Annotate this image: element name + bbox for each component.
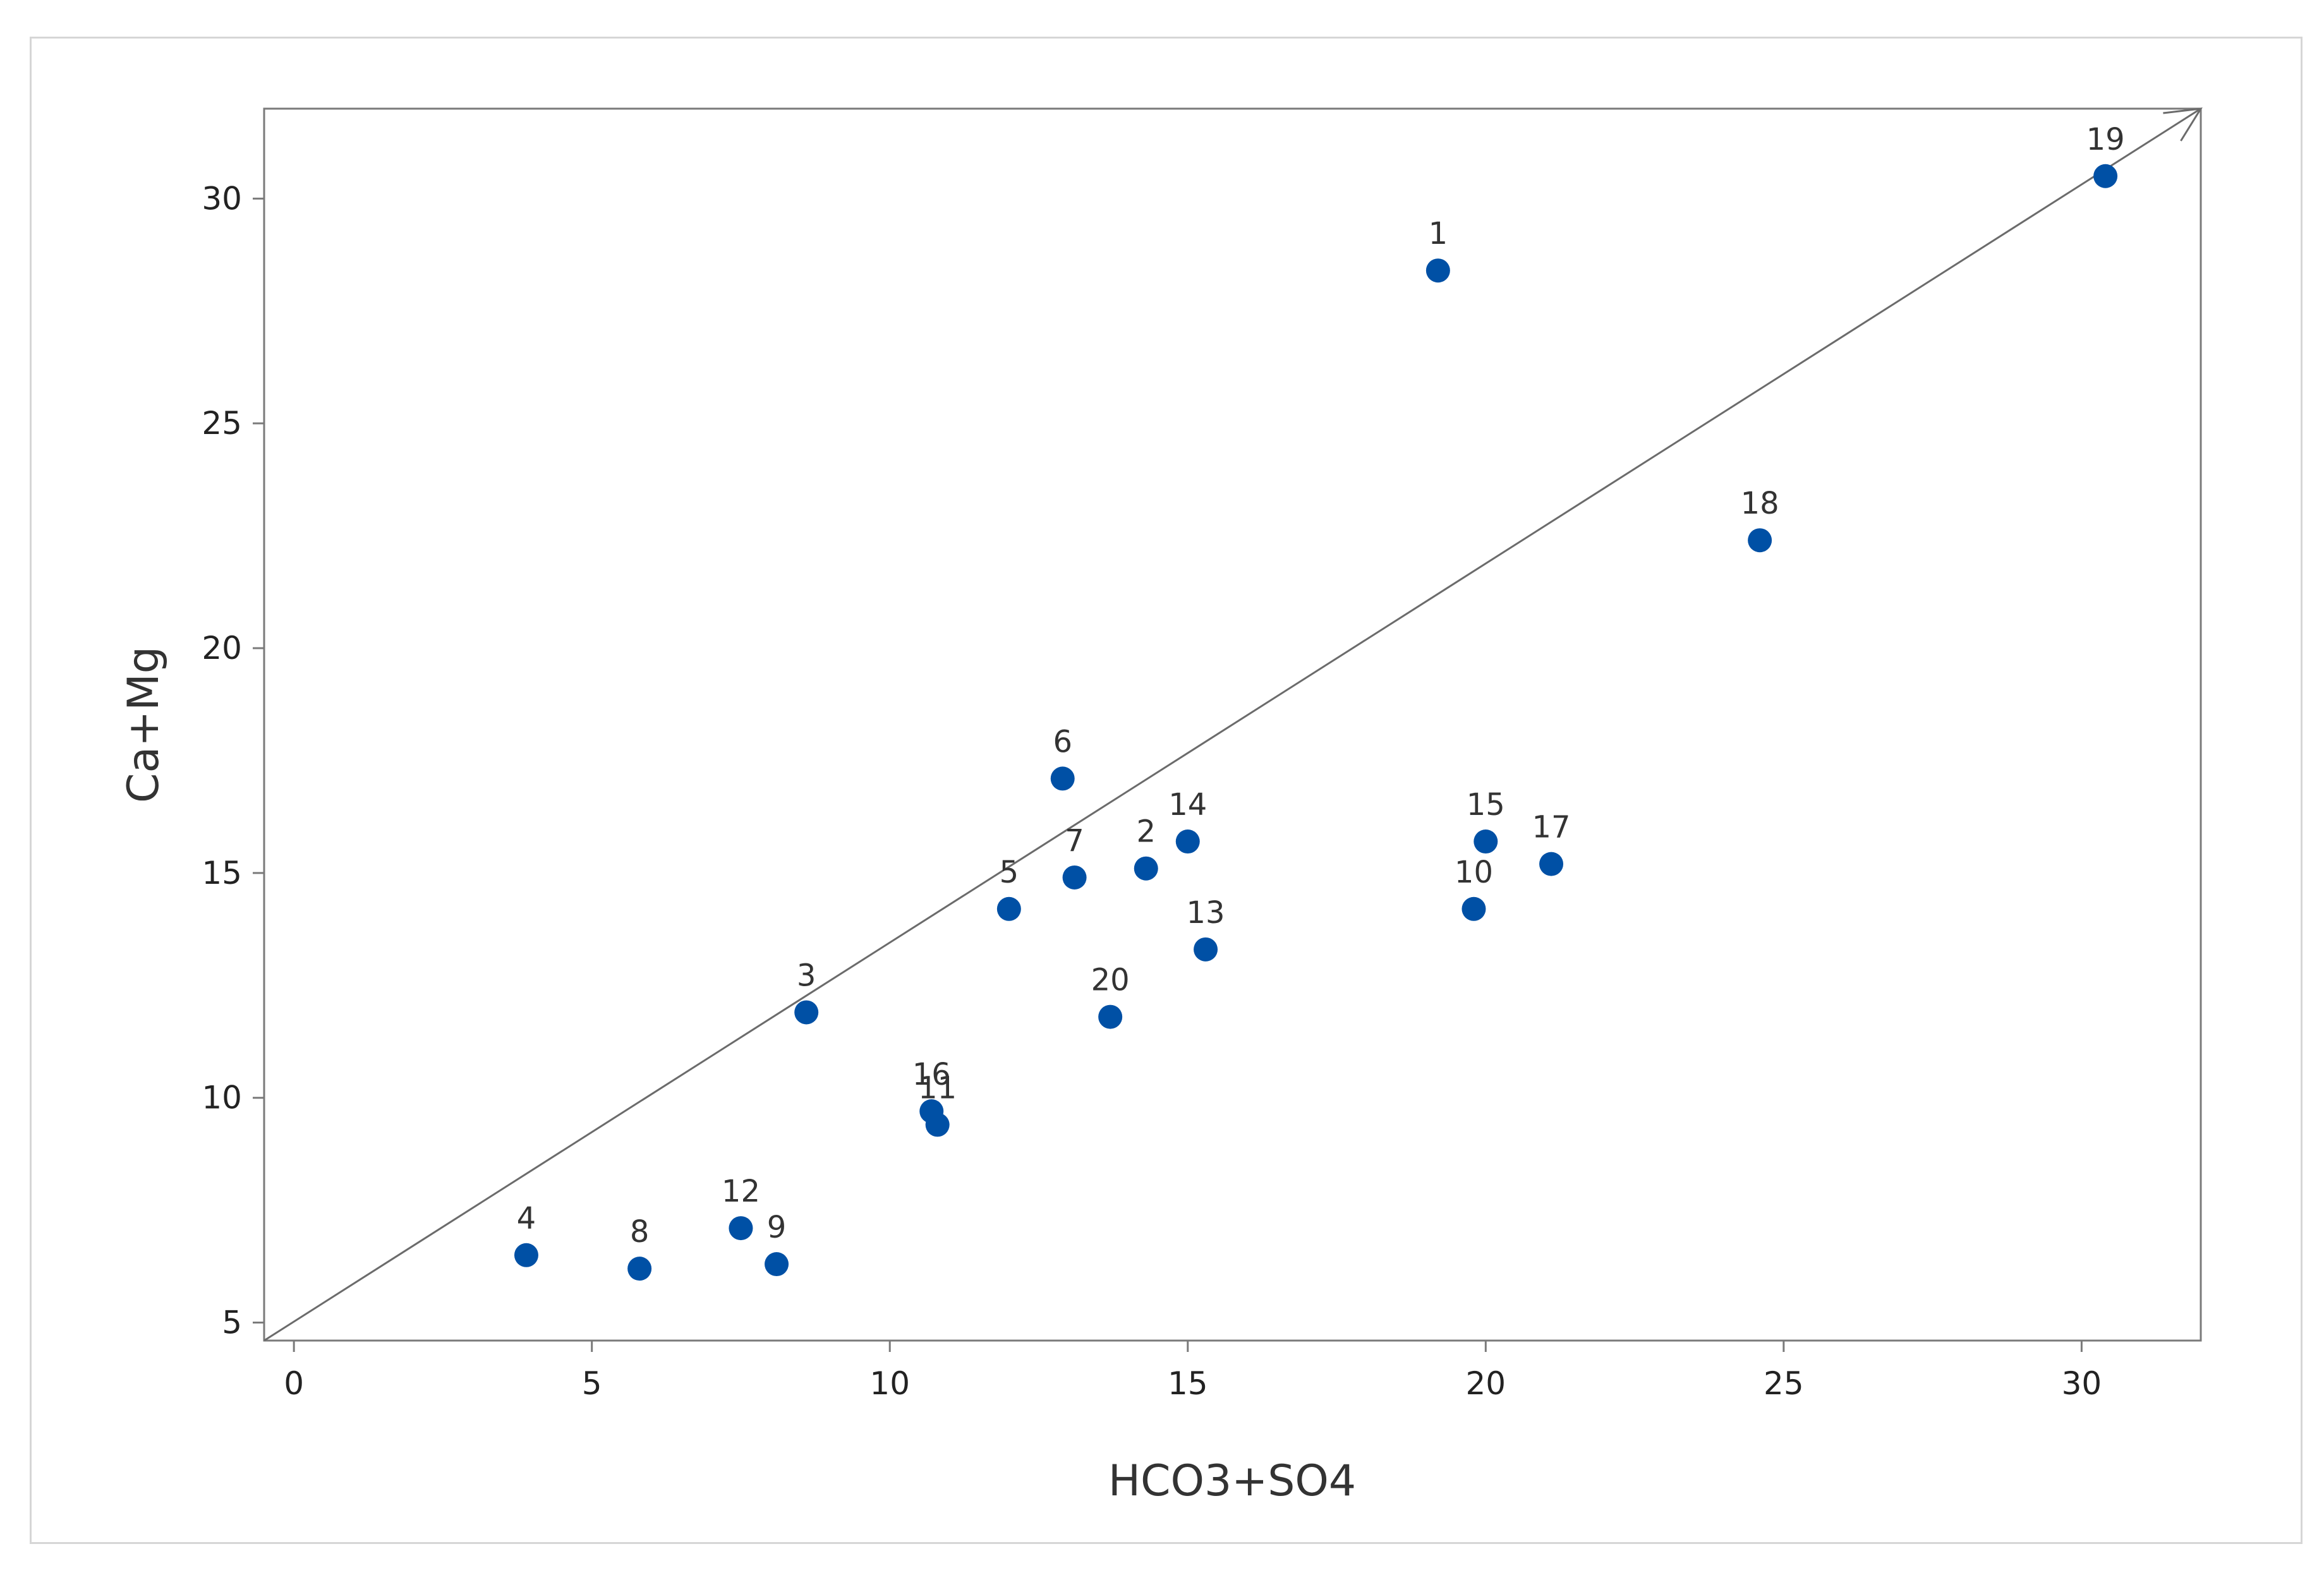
point-label-7: 7	[1065, 823, 1084, 859]
data-point-2	[1134, 856, 1158, 881]
x-tick-label: 30	[2062, 1365, 2102, 1402]
point-label-5: 5	[1000, 855, 1019, 890]
point-label-8: 8	[630, 1214, 650, 1250]
one-to-one-line	[263, 107, 2201, 1342]
data-point-5	[996, 896, 1021, 921]
reference-line	[263, 107, 2203, 1342]
y-tick-label: 15	[202, 855, 242, 891]
point-label-17: 17	[1532, 810, 1571, 845]
y-tick-label: 25	[202, 405, 242, 442]
data-point-8	[627, 1257, 652, 1281]
point-label-18: 18	[1741, 486, 1779, 521]
data-point-1	[1425, 258, 1450, 283]
point-label-1: 1	[1429, 216, 1448, 251]
point-label-14: 14	[1168, 787, 1207, 823]
x-tick-label: 10	[869, 1365, 910, 1402]
x-tick-label: 20	[1465, 1365, 1506, 1402]
x-axis-title: HCO3+SO4	[1108, 1456, 1356, 1506]
point-label-12: 12	[722, 1174, 760, 1209]
y-tick-label: 20	[202, 630, 242, 666]
data-point-18	[1748, 528, 1772, 553]
data-point-15	[1474, 829, 1498, 854]
x-tick-label: 5	[582, 1365, 602, 1402]
data-point-3	[794, 1000, 819, 1025]
data-point-14	[1175, 829, 1200, 854]
y-tick-label: 30	[202, 180, 242, 217]
data-point-19	[2093, 164, 2118, 188]
data-point-17	[1539, 852, 1564, 876]
data-point-10	[1462, 896, 1486, 921]
point-label-6: 6	[1053, 724, 1072, 759]
x-tick-label: 15	[1168, 1365, 1208, 1402]
point-label-11: 11	[918, 1070, 957, 1106]
data-point-4	[514, 1243, 538, 1267]
point-label-9: 9	[767, 1210, 787, 1245]
data-point-20	[1098, 1004, 1123, 1029]
y-tick-label: 10	[202, 1080, 242, 1116]
point-label-16: 16	[912, 1057, 951, 1092]
point-label-15: 15	[1467, 787, 1505, 823]
data-point-12	[729, 1216, 753, 1241]
data-point-16	[919, 1099, 944, 1124]
data-point-9	[765, 1252, 789, 1277]
x-tick-label: 0	[284, 1365, 304, 1402]
point-label-13: 13	[1187, 895, 1225, 931]
y-axis: 5 10 15 20 25 30	[202, 180, 264, 1341]
data-point-13	[1194, 937, 1218, 962]
y-tick-label: 5	[222, 1305, 242, 1341]
chart-frame: 0 5 10 15 20 25 30 5 10 15 20 25 30 1 2 3 4 5 6 7 8 9 10 11 12…	[30, 37, 2303, 1544]
point-label-20: 20	[1091, 963, 1130, 998]
data-point-6	[1050, 766, 1075, 791]
point-label-3: 3	[797, 958, 816, 993]
arrow-head-icon	[2163, 107, 2203, 142]
x-axis: 0 5 10 15 20 25 30	[284, 1341, 2102, 1402]
point-label-2: 2	[1136, 814, 1156, 850]
point-label-4: 4	[517, 1201, 536, 1236]
point-label-10: 10	[1455, 855, 1493, 890]
y-axis-title: Ca+Mg	[119, 646, 169, 803]
point-label-19: 19	[2086, 122, 2125, 157]
data-point-7	[1062, 865, 1087, 890]
x-tick-label: 25	[1764, 1365, 1804, 1402]
